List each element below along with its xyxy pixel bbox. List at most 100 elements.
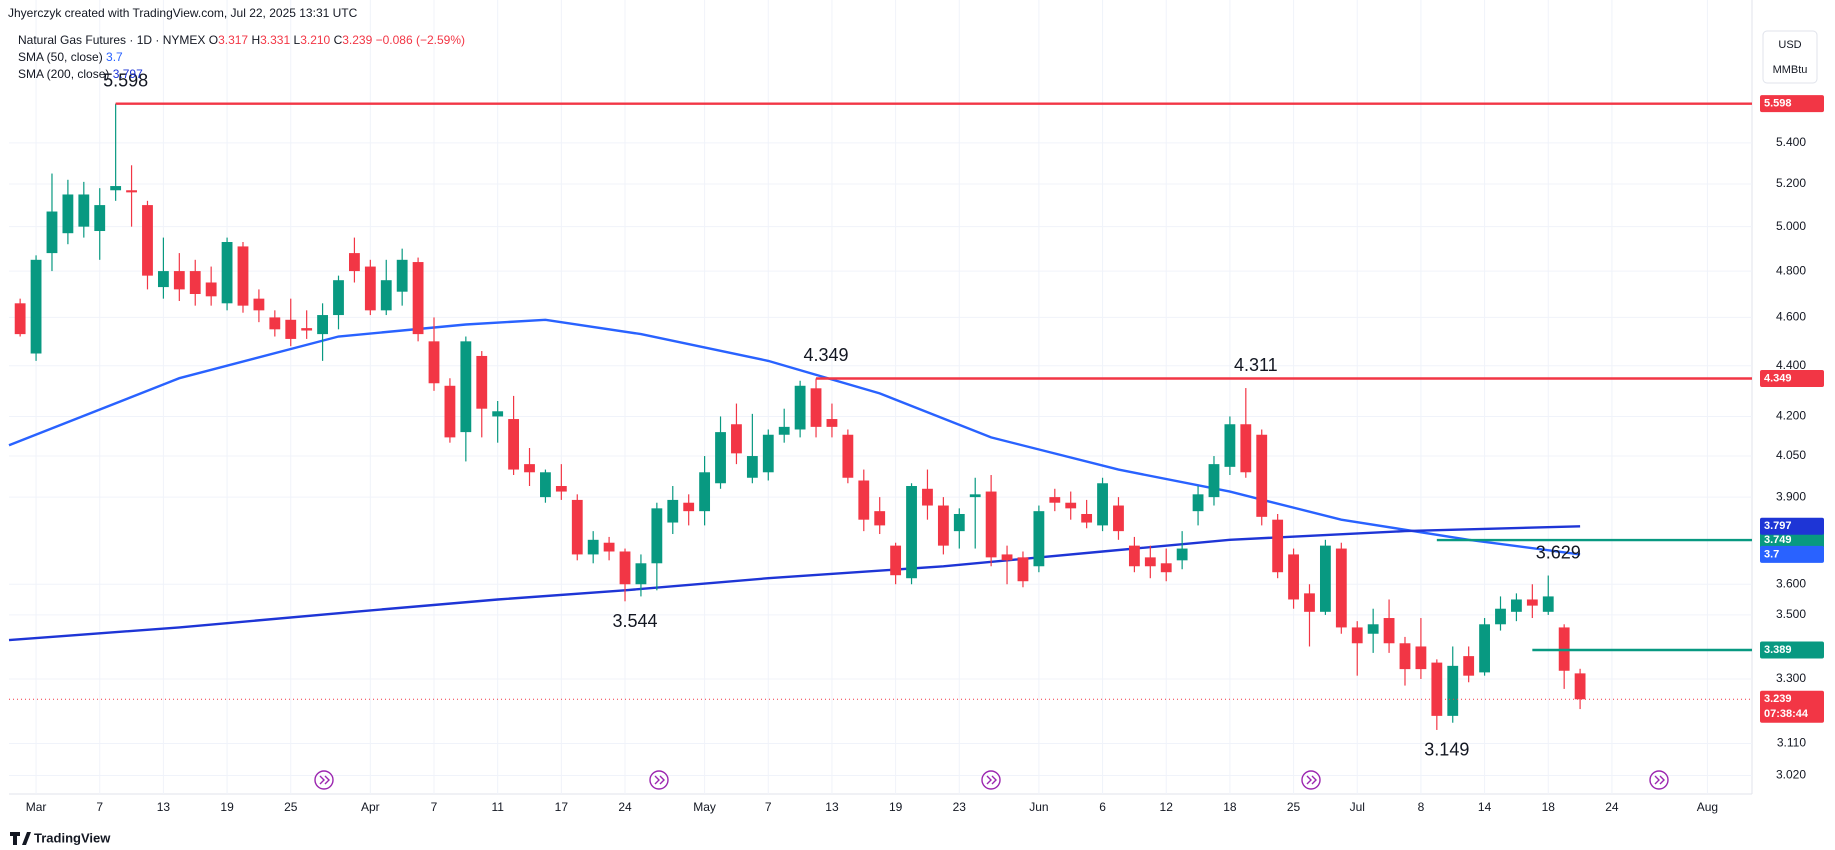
ohlc-label: O xyxy=(209,33,218,47)
candle-body xyxy=(922,488,933,506)
event-icon-arrow xyxy=(986,775,997,785)
candle-body xyxy=(189,271,201,295)
candle-body xyxy=(1001,554,1013,561)
candle-body xyxy=(1240,424,1252,473)
event-icon[interactable] xyxy=(314,770,334,790)
y-tick-label: 5.400 xyxy=(1776,135,1806,149)
event-icon-arrow xyxy=(1654,775,1665,785)
y-tick-label: 3.300 xyxy=(1776,671,1806,685)
candle-body xyxy=(810,388,822,427)
candle-body xyxy=(842,434,854,478)
sma-name: SMA (50, close) xyxy=(18,50,103,64)
candle-body xyxy=(571,499,583,555)
brand-logo xyxy=(10,832,31,845)
candle-body xyxy=(285,319,297,339)
candle-body xyxy=(126,190,137,193)
candle-body xyxy=(364,266,376,311)
ohlc-value: 3.317 xyxy=(218,33,248,47)
candle-body xyxy=(1335,548,1347,628)
candle-body xyxy=(1065,502,1077,509)
sma-value: 3.7 xyxy=(106,50,123,64)
candle-body xyxy=(1304,593,1315,612)
candle-body xyxy=(1081,513,1093,523)
event-icon[interactable] xyxy=(1649,770,1669,790)
y-tick-label: 3.900 xyxy=(1776,489,1806,503)
x-tick-label: Jun xyxy=(1029,800,1048,814)
candle-body xyxy=(317,315,328,335)
y-tick-label: 5.200 xyxy=(1776,176,1806,190)
candle-body xyxy=(715,432,726,484)
candle-body xyxy=(444,385,456,438)
candle-body xyxy=(1256,434,1268,517)
candle-body xyxy=(1192,494,1204,512)
event-icon[interactable] xyxy=(981,770,1001,790)
candle-body xyxy=(492,411,504,417)
candle-body xyxy=(1049,497,1061,503)
candle-body xyxy=(1542,596,1554,612)
x-tick-label: 25 xyxy=(284,800,298,814)
candle-body xyxy=(78,194,90,227)
x-tick-label: 14 xyxy=(1478,800,1492,814)
event-icon[interactable] xyxy=(649,770,669,790)
y-tick-label: 4.200 xyxy=(1776,409,1806,423)
candle-body xyxy=(1113,505,1124,532)
candle-body xyxy=(1526,599,1538,606)
symbol-legend: Natural Gas Futures · 1D · NYMEX O3.317 … xyxy=(18,33,465,47)
x-tick-label: May xyxy=(693,800,716,814)
candle-body xyxy=(173,271,185,290)
candle-body xyxy=(253,298,265,311)
candle-body xyxy=(969,494,981,498)
candle-body xyxy=(683,502,695,512)
candle-body xyxy=(1017,557,1029,582)
price-annotation: 4.349 xyxy=(804,345,849,365)
price-annotation: 4.311 xyxy=(1234,355,1278,375)
candle-body xyxy=(906,486,917,579)
x-tick-label: 7 xyxy=(96,800,103,814)
candle-body xyxy=(1224,424,1236,467)
symbol: Natural Gas Futures · 1D · NYMEX xyxy=(18,33,205,47)
candle-body xyxy=(635,563,647,585)
candle-body xyxy=(1351,627,1363,644)
candle-body xyxy=(380,280,392,311)
x-tick-label: 11 xyxy=(491,800,504,814)
candle-body xyxy=(874,511,886,526)
candle-body xyxy=(1367,624,1379,634)
candle-body xyxy=(555,486,567,492)
level-badge-text: 5.598 xyxy=(1764,98,1792,110)
event-icon[interactable] xyxy=(1301,770,1321,790)
level-badge-text: 3.389 xyxy=(1764,644,1792,656)
candle-body xyxy=(603,542,615,552)
price-annotation: 3.544 xyxy=(612,611,657,631)
currency-box[interactable] xyxy=(1762,30,1818,84)
x-tick-label: 7 xyxy=(431,800,438,814)
change: −0.086 (−2.59%) xyxy=(376,33,465,47)
countdown: 07:38:44 xyxy=(1764,708,1809,720)
sma-badge-text: 3.797 xyxy=(1764,520,1792,532)
event-icon-arrow xyxy=(654,775,665,785)
logo-mark xyxy=(10,832,31,845)
level-badge xyxy=(1760,95,1824,113)
x-tick-label: 8 xyxy=(1418,800,1425,814)
sma-legend: SMA (50, close) 3.7 xyxy=(18,50,123,64)
candle-body xyxy=(142,205,153,276)
candle-body xyxy=(508,419,520,470)
candle-body xyxy=(237,246,249,306)
x-tick-label: 25 xyxy=(1287,800,1301,814)
price-badge-text: 3.239 xyxy=(1764,693,1792,705)
candle-body xyxy=(476,355,488,409)
candle-body xyxy=(14,303,26,335)
plot xyxy=(8,103,1586,730)
level-badge xyxy=(1760,369,1824,387)
x-tick-label: 19 xyxy=(220,800,234,814)
candle-body xyxy=(1144,557,1156,567)
candle-body xyxy=(1495,608,1506,625)
x-tick-label: Aug xyxy=(1697,800,1718,814)
candle-body xyxy=(412,262,424,335)
x-tick-label: 6 xyxy=(1099,800,1106,814)
y-tick-label: 4.800 xyxy=(1776,263,1806,277)
candle-body xyxy=(890,545,902,576)
x-tick-label: 13 xyxy=(825,800,839,814)
price-annotation: 5.598 xyxy=(103,70,148,90)
